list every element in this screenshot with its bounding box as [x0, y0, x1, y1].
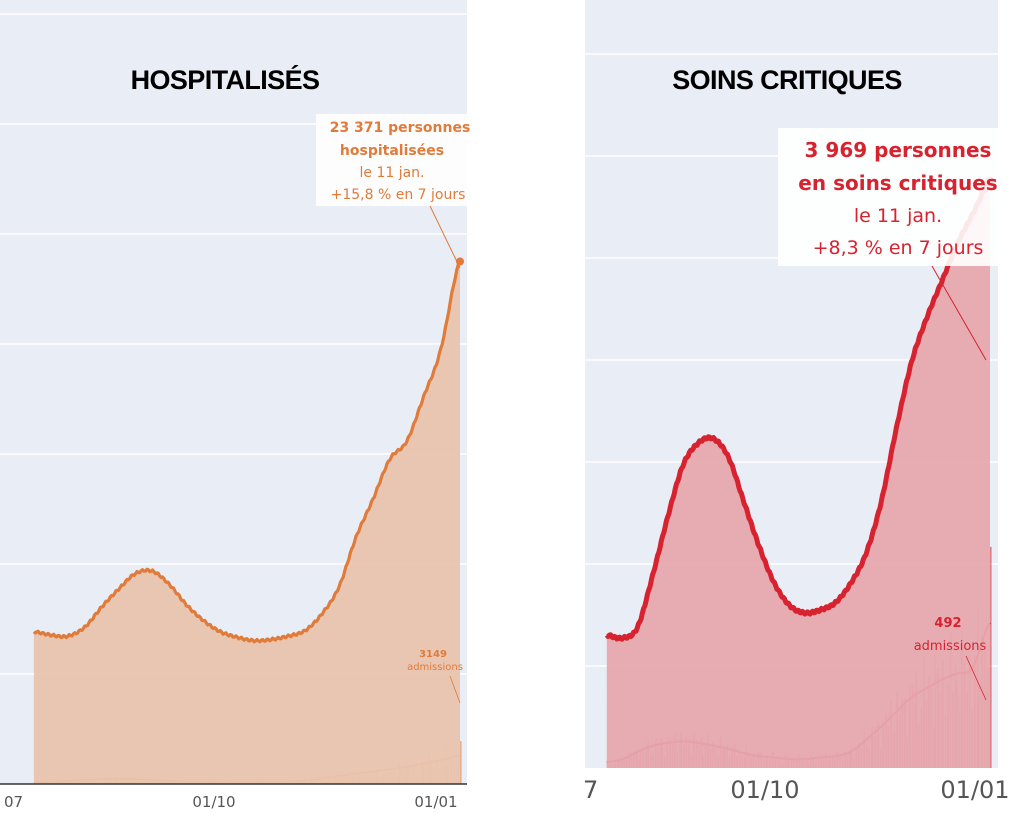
hospitalises-x-tick-jul: 07 [4, 793, 23, 811]
hospitalises-annotation-connector [429, 205, 461, 269]
soins-critiques-title: SOINS CRITIQUES [672, 65, 902, 95]
hospitalises-panel: HOSPITALISÉS 23 371 personnes hospitalis… [0, 0, 470, 811]
soins-critiques-annotation-line1: 3 969 personnes [805, 138, 992, 162]
hospitalises-x-tick-oct: 01/10 [192, 793, 235, 811]
soins-critiques-admissions-value: 492 [934, 616, 961, 631]
hospitalises-annotation-line1: 23 371 personnes [330, 120, 471, 136]
soins-critiques-annotation-connector [931, 265, 987, 361]
soins-critiques-annotation-line3: le 11 jan. [854, 205, 942, 227]
hospitalises-annotation-line2: hospitalisées [340, 143, 444, 159]
soins-critiques-panel: SOINS CRITIQUES 3 969 personnes en soins… [583, 0, 1018, 804]
soins-critiques-x-tick-jul: 7 [583, 776, 598, 804]
hospitalises-annotation-line4: +15,8 % en 7 jours [331, 187, 466, 203]
hospitalises-annotation: 23 371 personnes hospitalisées le 11 jan… [316, 114, 470, 206]
hospitalises-admissions-label: admissions [407, 662, 463, 673]
soins-critiques-annotation-line4: +8,3 % en 7 jours [813, 237, 984, 259]
hospitalises-annotation-box [316, 114, 467, 206]
soins-critiques-annotation: 3 969 personnes en soins critiques le 11… [778, 128, 1018, 266]
soins-critiques-annotation-line2: en soins critiques [798, 171, 997, 195]
soins-critiques-admissions-label: admissions [914, 639, 987, 654]
soins-critiques-annotation-box [778, 128, 1018, 266]
series-line [604, 180, 991, 642]
hospitalises-admissions-connector [449, 675, 461, 704]
admission-bar [990, 546, 992, 768]
hospitalises-title: HOSPITALISÉS [131, 64, 320, 95]
soins-critiques-x-tick-oct: 01/10 [730, 776, 799, 804]
soins-critiques-admissions-connector [965, 655, 987, 701]
series-area-fill [33, 261, 460, 784]
hospitalises-admissions-value: 3149 [419, 649, 447, 660]
hospitalises-x-tick-jan: 01/01 [414, 793, 457, 811]
admission-bar [460, 741, 462, 784]
hospitalises-annotation-line3: le 11 jan. [359, 165, 424, 181]
soins-critiques-x-tick-jan: 01/01 [940, 776, 1009, 804]
series-line [32, 260, 462, 644]
series-area-fill [606, 182, 990, 768]
